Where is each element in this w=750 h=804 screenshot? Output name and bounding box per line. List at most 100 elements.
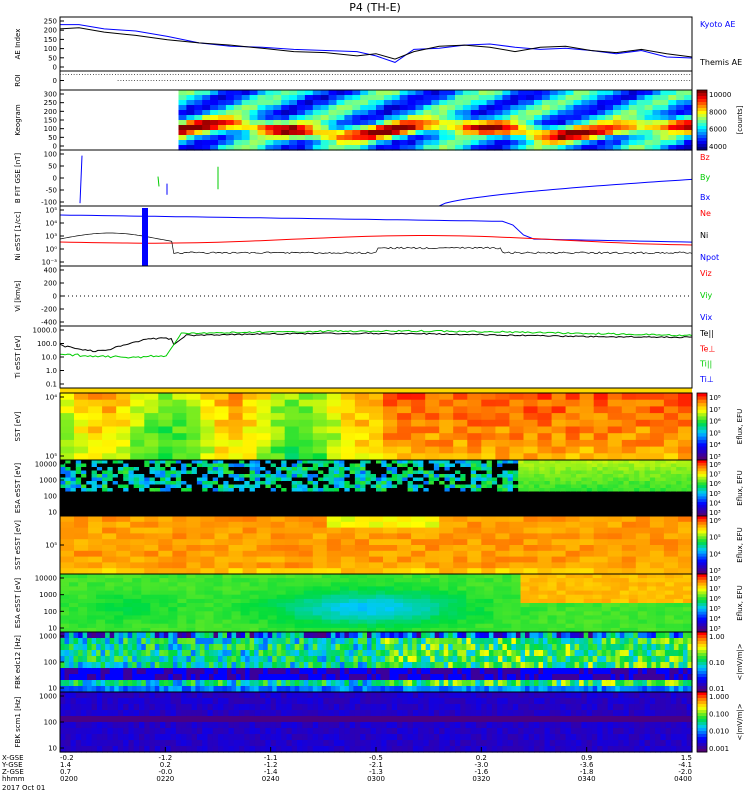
esa_i-cell bbox=[574, 623, 585, 629]
sst_e-cell bbox=[649, 453, 665, 461]
esa_e-cell bbox=[328, 467, 335, 472]
esa_e-cell bbox=[302, 498, 309, 503]
esa_e-cell bbox=[344, 463, 351, 468]
sst_e-cell bbox=[88, 413, 103, 421]
sst_i-cell bbox=[214, 533, 230, 540]
keogram-cell bbox=[360, 120, 369, 126]
esa_e-cell bbox=[344, 477, 351, 482]
keogram-cell bbox=[304, 135, 314, 141]
sst_i-cell bbox=[256, 556, 272, 563]
sst_i-cell bbox=[621, 527, 637, 534]
esa_e-cell bbox=[117, 474, 124, 479]
esa_e-cell bbox=[665, 505, 672, 510]
esa_i-cell bbox=[159, 619, 169, 625]
esa_e-cell bbox=[365, 495, 372, 500]
esa_e-cell bbox=[302, 477, 309, 482]
keogram-cell bbox=[597, 130, 606, 136]
esa_e-cell bbox=[265, 463, 272, 468]
esa_e-cell bbox=[628, 509, 635, 514]
esa_i-cell bbox=[475, 607, 485, 612]
esa_e-cell bbox=[602, 474, 609, 479]
esa_e-cell bbox=[154, 463, 161, 468]
keogram-cell bbox=[407, 145, 417, 151]
esa_e-cell bbox=[502, 467, 509, 472]
esa_e-cell bbox=[202, 460, 209, 465]
esa_i-cell bbox=[529, 578, 540, 583]
keogram-cell bbox=[249, 100, 259, 106]
esa_e-cell bbox=[649, 491, 656, 496]
keogram-cell bbox=[660, 145, 669, 151]
esa_e-cell bbox=[102, 491, 108, 496]
esa_e-cell bbox=[186, 488, 193, 493]
esa_i-cell bbox=[448, 590, 458, 596]
sst_e-cell bbox=[481, 413, 496, 421]
esa_e-cell bbox=[544, 488, 551, 493]
fbk_e-cell bbox=[105, 638, 111, 645]
keogram-cell bbox=[518, 110, 527, 116]
fbk_e-cell bbox=[100, 638, 106, 645]
esa_e-cell bbox=[370, 502, 377, 507]
sst_e-cell bbox=[228, 406, 244, 414]
esa_e-cell bbox=[381, 495, 388, 500]
esa_i-cell bbox=[547, 590, 558, 596]
fbk_e-cell bbox=[118, 656, 124, 663]
sst_i-cell bbox=[116, 533, 131, 540]
esa_i-cell bbox=[655, 627, 666, 633]
sst_e-cell bbox=[467, 413, 482, 421]
esa_i-cell bbox=[394, 586, 404, 592]
sst_i-cell bbox=[481, 527, 496, 534]
esa_e-cell bbox=[597, 481, 604, 486]
esa_e-cell bbox=[428, 498, 435, 503]
esa_e-cell bbox=[291, 463, 298, 468]
esa_i-cell bbox=[60, 603, 70, 608]
sst_e-cell bbox=[621, 433, 637, 441]
keogram-cell bbox=[589, 125, 598, 131]
esa_e-cell bbox=[486, 463, 493, 468]
esa_e-cell bbox=[407, 470, 414, 475]
esa_i-cell bbox=[403, 619, 413, 625]
esa_i-cell bbox=[114, 607, 124, 612]
esa_e-cell bbox=[365, 474, 372, 479]
keogram-cell bbox=[668, 95, 677, 101]
keogram-cell bbox=[589, 90, 598, 96]
esa_e-cell bbox=[665, 470, 672, 475]
sst_e-cell bbox=[74, 433, 89, 441]
esa_e-cell bbox=[96, 463, 103, 468]
esa_i-cell bbox=[646, 582, 657, 587]
sst_i-cell bbox=[607, 545, 623, 552]
sst_e-cell bbox=[270, 413, 286, 421]
sst_i-cell bbox=[579, 533, 595, 540]
keogram-cell bbox=[589, 140, 598, 146]
esa_e-cell bbox=[397, 488, 403, 493]
esa_i-cell bbox=[159, 603, 169, 608]
keogram-cell bbox=[233, 130, 243, 136]
esa_i-cell bbox=[303, 586, 314, 592]
esa_i-cell bbox=[105, 594, 115, 600]
esa_e-cell bbox=[360, 512, 367, 517]
esa_e-cell bbox=[613, 512, 619, 517]
sst_i-cell bbox=[242, 545, 258, 552]
esa_i-heatmap bbox=[60, 574, 693, 633]
keogram-cell bbox=[494, 100, 503, 106]
fbk_e-cell bbox=[222, 638, 228, 645]
esa_e-cell bbox=[349, 498, 356, 503]
esa_i-cell bbox=[484, 598, 494, 604]
esa_i-cell bbox=[87, 611, 97, 616]
esa_i-cell bbox=[655, 594, 666, 600]
keogram-cell bbox=[526, 100, 535, 106]
keogram-cell bbox=[526, 120, 535, 126]
fbk_e-cell bbox=[150, 686, 156, 693]
esa_i-cell bbox=[60, 623, 70, 629]
esa_e-cell bbox=[423, 463, 430, 468]
sst_e-cell bbox=[116, 439, 131, 448]
esa_i-cell bbox=[114, 611, 124, 616]
sst_i-cell bbox=[453, 568, 468, 575]
esa_e-cell bbox=[65, 509, 72, 514]
esa_i-cell bbox=[204, 615, 215, 621]
esa_e-cell bbox=[507, 484, 514, 489]
keogram-cell bbox=[383, 130, 393, 136]
esa_e-cell bbox=[602, 498, 609, 503]
fbk_e-cell bbox=[159, 656, 165, 663]
fbk_e-cell bbox=[73, 674, 79, 681]
esa_e-cell bbox=[60, 481, 66, 486]
